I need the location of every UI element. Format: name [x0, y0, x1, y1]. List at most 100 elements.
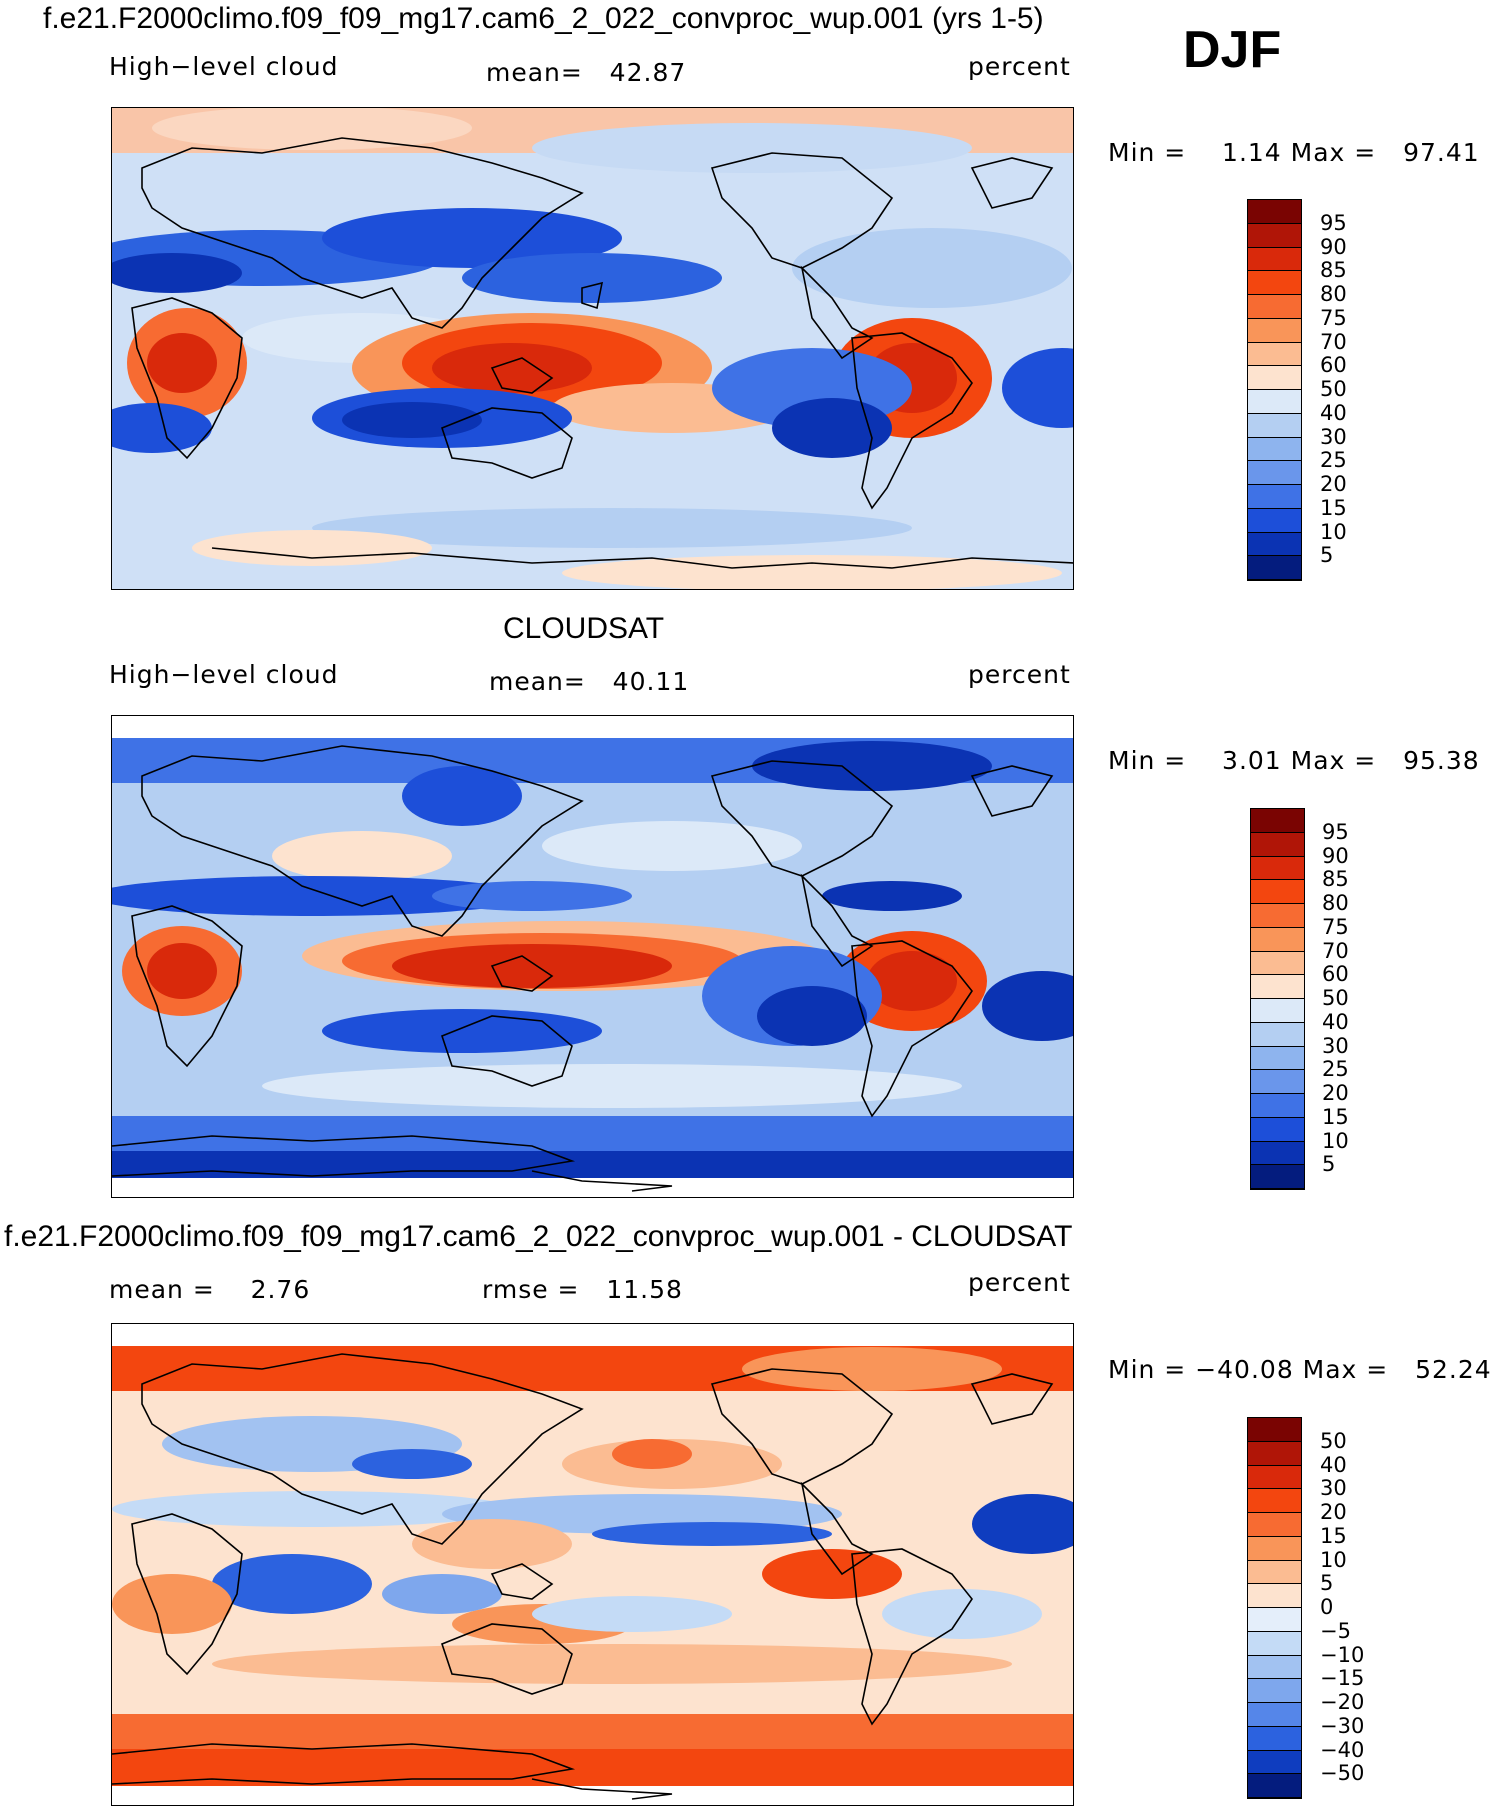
colorbar-swatch	[1251, 856, 1304, 881]
colorbar-swatch	[1248, 1418, 1301, 1442]
colorbar-swatch	[1251, 904, 1304, 928]
colorbar-label: 0	[1320, 1595, 1334, 1619]
colorbar-label: 5	[1320, 1571, 1334, 1596]
panel-1-units: percent	[968, 52, 1071, 81]
panel-2-colorbar-labels: 95 90 85 80 75 70 60 50 40 30 25 20 15 10 5	[1322, 808, 1382, 1190]
colorbar-swatch	[1248, 556, 1301, 580]
colorbar-swatch	[1248, 1631, 1301, 1656]
panel-1-map-field	[112, 108, 1073, 589]
colorbar-label: 85	[1322, 867, 1349, 892]
colorbar-swatch	[1248, 247, 1301, 272]
colorbar-swatch	[1248, 1750, 1301, 1775]
colorbar-swatch	[1248, 1703, 1301, 1727]
colorbar-label: 25	[1322, 1057, 1349, 1082]
panel-3-rmse: rmse = 11.58	[482, 1275, 683, 1304]
colorbar-label: −20	[1320, 1690, 1365, 1714]
panel-1-map	[111, 107, 1074, 590]
colorbar-swatch	[1248, 1726, 1301, 1751]
colorbar-swatch	[1248, 390, 1301, 414]
colorbar-label: −5	[1320, 1618, 1351, 1643]
colorbar-label: 20	[1322, 1081, 1349, 1105]
colorbar-label: −30	[1320, 1713, 1365, 1738]
colorbar-label: 10	[1320, 1547, 1347, 1572]
colorbar-swatch	[1248, 461, 1301, 485]
colorbar-label: 90	[1320, 234, 1347, 259]
colorbar-label: 75	[1322, 914, 1349, 939]
colorbar-label: −10	[1320, 1642, 1365, 1667]
colorbar-label: 95	[1322, 819, 1349, 844]
colorbar-swatch	[1248, 1489, 1301, 1513]
colorbar-label: 40	[1320, 400, 1347, 425]
colorbar-label: 40	[1320, 1452, 1347, 1477]
colorbar-label: 85	[1320, 258, 1347, 283]
colorbar-swatch	[1251, 975, 1304, 999]
panel-2-mean: mean= 40.11	[489, 667, 690, 696]
colorbar-label: −40	[1320, 1737, 1365, 1762]
colorbar-swatch	[1251, 832, 1304, 857]
panel-3-mean: mean = 2.76	[109, 1275, 311, 1304]
colorbar-swatch	[1248, 318, 1301, 343]
colorbar-label: 95	[1320, 210, 1347, 235]
colorbar-swatch	[1248, 1513, 1301, 1537]
colorbar-label: 75	[1320, 305, 1347, 330]
colorbar-swatch	[1248, 532, 1301, 557]
colorbar-label: 50	[1320, 1428, 1347, 1453]
panel-1-minmax: Min = 1.14 Max = 97.41	[1108, 138, 1480, 167]
panel-3-minmax: Min = −40.08 Max = 52.24	[1108, 1355, 1492, 1384]
panel-2-units: percent	[968, 660, 1071, 689]
colorbar-swatch	[1248, 223, 1301, 248]
colorbar-swatch	[1251, 809, 1304, 833]
colorbar-swatch	[1248, 366, 1301, 390]
colorbar-swatch	[1248, 1679, 1301, 1703]
colorbar-swatch	[1248, 437, 1301, 462]
panel-1-variable-label: High−level cloud	[109, 52, 339, 81]
colorbar-label: 90	[1322, 843, 1349, 868]
panel-3-colorbar-labels: 50 40 30 20 15 10 5 0 −5 −10 −15 −20 −30 −40 −50	[1320, 1417, 1390, 1799]
colorbar-swatch	[1251, 1070, 1304, 1094]
colorbar-swatch	[1248, 1774, 1301, 1798]
colorbar-swatch	[1248, 1560, 1301, 1585]
panel-2-title: CLOUDSAT	[503, 612, 665, 645]
panel-2-variable-label: High−level cloud	[109, 660, 339, 689]
colorbar-swatch	[1248, 1441, 1301, 1466]
panel-3-title: f.e21.F2000climo.f09_f09_mg17.cam6_2_022…	[4, 1220, 1073, 1253]
colorbar-label: 60	[1320, 353, 1347, 378]
colorbar-swatch	[1248, 200, 1301, 224]
panel-3-map-field	[112, 1324, 1073, 1805]
colorbar-label: 40	[1322, 1009, 1349, 1034]
colorbar-swatch	[1251, 927, 1304, 952]
colorbar-swatch	[1248, 508, 1301, 533]
colorbar-label: 5	[1320, 543, 1334, 568]
panel-2-colorbar	[1250, 808, 1305, 1190]
colorbar-swatch	[1248, 1465, 1301, 1490]
colorbar-label: 80	[1320, 282, 1347, 306]
colorbar-swatch	[1248, 342, 1301, 367]
colorbar-label: 15	[1322, 1104, 1349, 1129]
panel-2-map-field	[112, 716, 1073, 1197]
colorbar-label: 10	[1322, 1128, 1349, 1153]
panel-1-mean: mean= 42.87	[486, 58, 687, 87]
colorbar-swatch	[1251, 880, 1304, 904]
colorbar-label: 30	[1320, 1476, 1347, 1501]
colorbar-swatch	[1248, 413, 1301, 438]
colorbar-label: −50	[1320, 1761, 1365, 1786]
panel-2-minmax: Min = 3.01 Max = 95.38	[1108, 746, 1480, 775]
colorbar-label: 10	[1320, 519, 1347, 544]
colorbar-swatch	[1251, 1046, 1304, 1071]
panel-3-map	[111, 1323, 1074, 1806]
colorbar-label: 60	[1322, 962, 1349, 987]
colorbar-swatch	[1251, 1094, 1304, 1118]
colorbar-label: 30	[1320, 424, 1347, 449]
panel-3-units: percent	[968, 1268, 1071, 1297]
colorbar-swatch	[1248, 485, 1301, 509]
colorbar-label: 25	[1320, 448, 1347, 473]
colorbar-swatch	[1248, 1608, 1301, 1632]
colorbar-label: 70	[1320, 329, 1347, 354]
colorbar-label: 50	[1322, 986, 1349, 1010]
colorbar-label: 70	[1322, 938, 1349, 963]
colorbar-label: −15	[1320, 1666, 1365, 1691]
colorbar-swatch	[1251, 951, 1304, 976]
colorbar-label: 20	[1320, 1500, 1347, 1524]
colorbar-swatch	[1248, 295, 1301, 319]
colorbar-label: 80	[1322, 891, 1349, 915]
